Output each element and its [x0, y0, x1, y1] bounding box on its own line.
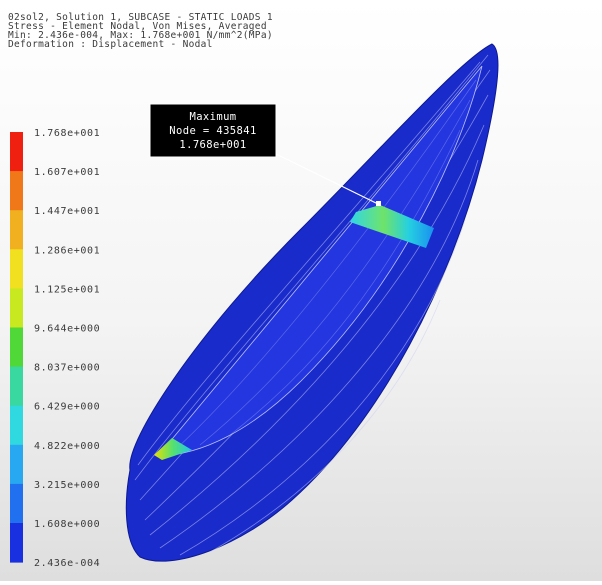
legend-label: 1.286e+001 [34, 245, 100, 256]
annotation-text: Maximum [189, 111, 236, 123]
legend-label: 4.822e+000 [34, 441, 100, 452]
legend-label: 3.215e+000 [34, 480, 100, 491]
legend-swatch [10, 249, 23, 289]
header-line: Deformation : Displacement - Nodal [8, 39, 213, 50]
legend-swatch [10, 171, 23, 211]
legend-label: 1.447e+001 [34, 206, 100, 217]
legend-swatch [10, 484, 23, 524]
legend-swatch [10, 210, 23, 250]
legend-label: 9.644e+000 [34, 324, 100, 335]
result-view: 02sol2, Solution 1, SUBCASE - STATIC LOA… [0, 0, 602, 581]
legend-label: 1.608e+000 [34, 519, 100, 530]
legend-label: 6.429e+000 [34, 402, 100, 413]
annotation-text: Node = 435841 [169, 125, 256, 137]
legend-swatch [10, 406, 23, 446]
viewport: 02sol2, Solution 1, SUBCASE - STATIC LOA… [0, 0, 602, 581]
legend-swatch [10, 328, 23, 368]
legend-label: 1.768e+001 [34, 128, 100, 139]
annotation-text: 1.768e+001 [179, 139, 246, 151]
legend-label: 1.125e+001 [34, 284, 100, 295]
legend-swatch [10, 367, 23, 407]
legend-swatch [10, 523, 23, 563]
legend-label: 1.607e+001 [34, 167, 100, 178]
color-legend: 1.768e+001 1.607e+001 1.447e+001 1.286e+001… [10, 128, 100, 569]
max-node-marker [376, 201, 381, 206]
legend-label: 8.037e+000 [34, 363, 100, 374]
legend-swatch [10, 288, 23, 328]
legend-swatch [10, 132, 23, 172]
legend-label: 2.436e-004 [34, 558, 100, 569]
legend-swatch [10, 445, 23, 485]
